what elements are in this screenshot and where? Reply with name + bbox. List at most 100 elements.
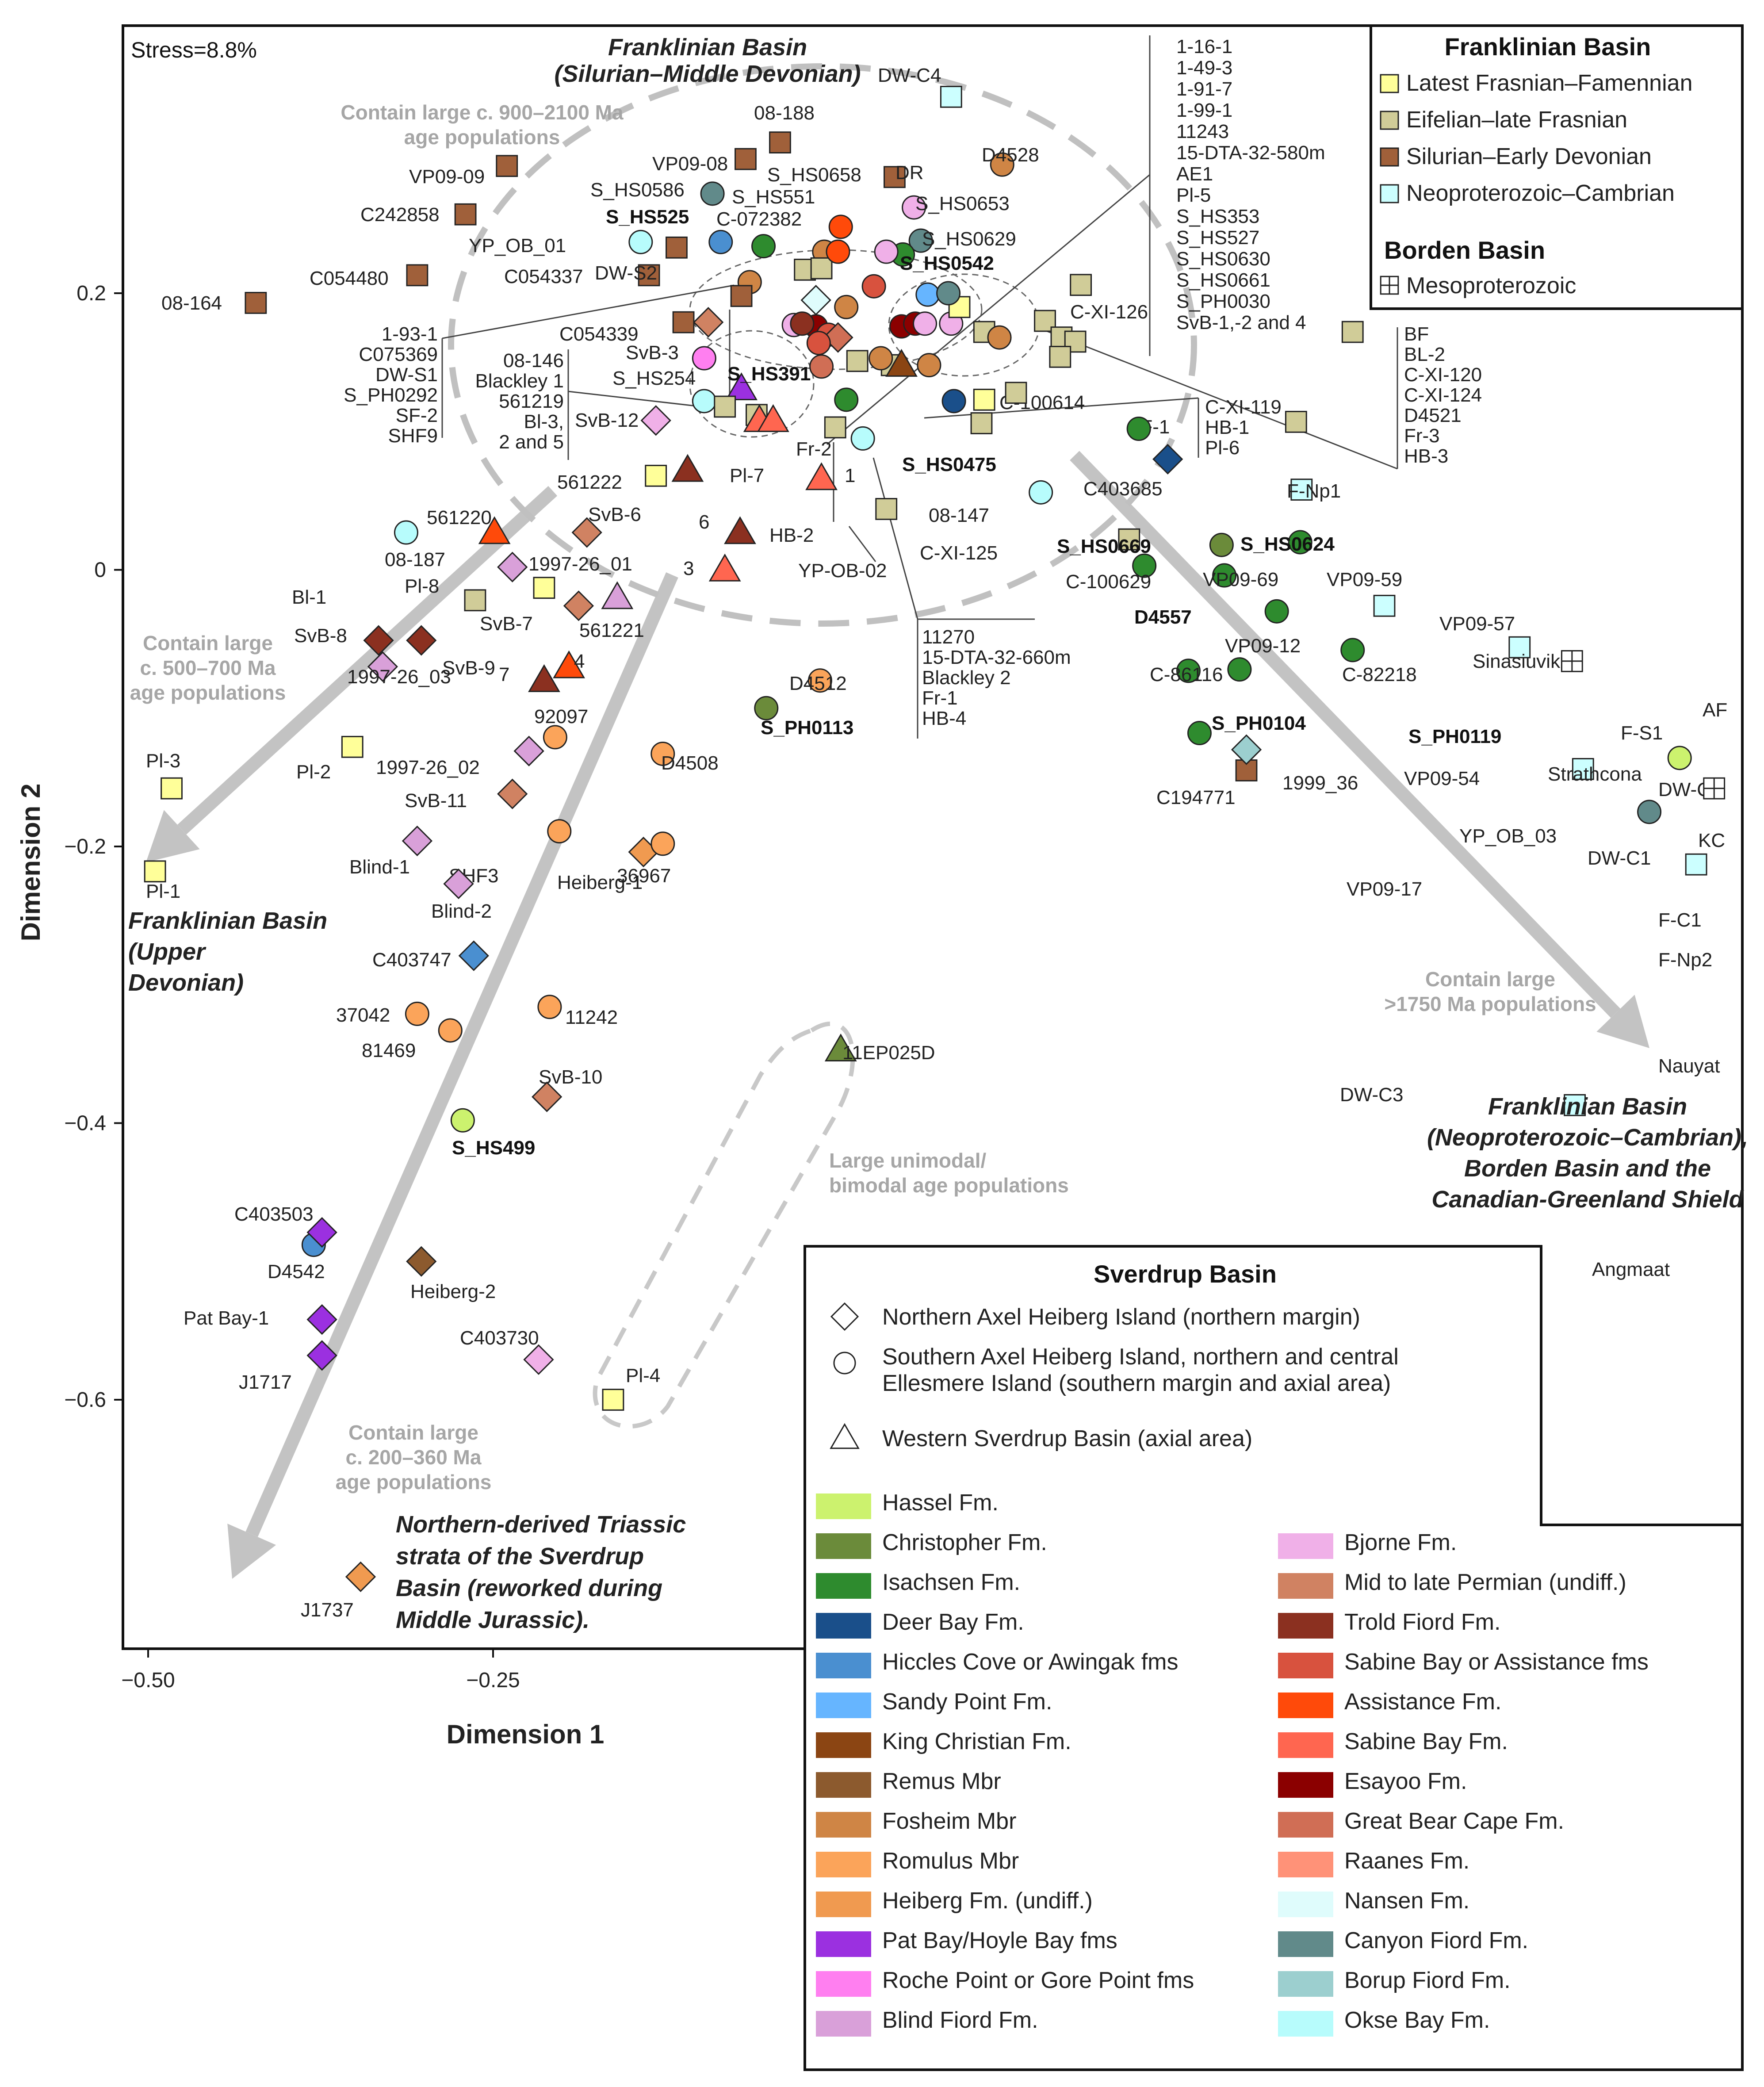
point-c-xi-126 xyxy=(1341,321,1364,343)
legend-formation-label: Raanes Fm. xyxy=(1344,1848,1469,1874)
legend-formation-swatch xyxy=(816,1493,871,1519)
point-vp09-17 xyxy=(1685,853,1707,876)
annotation-unimodal: Large unimodal/ xyxy=(829,1149,986,1172)
point-label: 08-188 xyxy=(754,102,815,124)
callout-right-top: 1-91-7 xyxy=(1176,78,1232,100)
point xyxy=(885,348,918,377)
point-label: YP_OB_03 xyxy=(1459,825,1557,847)
callout-left-group2: 08-146 xyxy=(503,350,564,371)
annotation-500-700: Contain large xyxy=(143,632,273,655)
callout-left-group: C075369 xyxy=(359,344,438,365)
callout-right-top: S_HS353 xyxy=(1176,206,1259,227)
point-label: J1737 xyxy=(301,1599,354,1621)
legend-sverdrup-box xyxy=(804,1245,1744,2071)
annotation-500-700: age populations xyxy=(130,681,286,704)
point-label: S_HS499 xyxy=(452,1137,535,1159)
point-11ep025d xyxy=(824,1033,857,1061)
callout-far-right: BF xyxy=(1404,323,1429,345)
point-label: S_PH0119 xyxy=(1408,726,1501,747)
legend-formation-swatch xyxy=(1278,1931,1333,1957)
legend-formation-swatch xyxy=(1278,1732,1333,1758)
point-c403747 xyxy=(458,940,489,971)
point xyxy=(809,354,834,379)
legend-formation-label: Mid to late Permian (undiff.) xyxy=(1344,1570,1626,1595)
point-label: DW-C3 xyxy=(1340,1084,1403,1106)
point xyxy=(869,346,893,371)
annotation-northern-triassic: Middle Jurassic). xyxy=(396,1607,589,1633)
point-d4557 xyxy=(1264,599,1289,624)
point-label: S_HS0658 xyxy=(767,164,861,186)
legend-shape-triangle xyxy=(830,1423,860,1449)
point-vp09-12 xyxy=(1227,657,1252,682)
point-label: Pl-2 xyxy=(296,761,331,783)
point-label: S_HS0586 xyxy=(590,179,685,201)
point-label: 561221 xyxy=(579,620,644,641)
point-label: 36967 xyxy=(617,865,671,887)
point-vp09-54 xyxy=(1572,758,1594,780)
data-points: Pl-1 Pl-3 Pl-2 Pl-8 Pl-7 Pl-4 Bl-1 HB-2 C-XI-125… xyxy=(144,65,1727,1621)
point-label: 561222 xyxy=(557,471,622,493)
point-d4508 xyxy=(650,741,675,766)
point xyxy=(730,285,753,307)
callout-right-top: S_HS0630 xyxy=(1176,248,1270,270)
legend-formation-swatch xyxy=(816,1573,871,1599)
legend-label: Eifelian–late Frasnian xyxy=(1406,107,1627,133)
legend-formation-swatch xyxy=(1278,1852,1333,1877)
annotation-900-2100: age populations xyxy=(404,126,560,149)
callout-right-top: S_PH0030 xyxy=(1176,291,1270,312)
point-pat-bay-1 xyxy=(306,1304,337,1335)
point-label: C403685 xyxy=(1083,478,1163,500)
point-label: DW-S2 xyxy=(595,262,657,284)
arrow-triassic-head xyxy=(227,1524,276,1579)
point-label: SvB-8 xyxy=(294,625,347,647)
point-label: Angmaat xyxy=(1592,1259,1670,1280)
legend-formation-swatch xyxy=(1278,1613,1333,1639)
point-label: Heiberg-2 xyxy=(410,1281,496,1302)
point-label: C403747 xyxy=(372,949,452,971)
point-yp-ob-01 xyxy=(628,230,653,254)
point xyxy=(1049,345,1071,368)
callout-left-group2: Bl-3, xyxy=(524,411,564,433)
point-label: 3 xyxy=(683,558,694,579)
callout-far-right: BL-2 xyxy=(1404,344,1445,365)
point-c-072382 xyxy=(751,234,776,259)
point-label: VP09-17 xyxy=(1347,878,1422,900)
legend-formation-label: Heiberg Fm. (undiff.) xyxy=(882,1888,1093,1914)
point-heiberg-2 xyxy=(406,1246,437,1277)
point-vp09-59 xyxy=(1373,594,1396,617)
callout-mid-right: C-XI-119 xyxy=(1205,396,1282,418)
annotation-200-360: c. 200–360 Ma xyxy=(346,1446,482,1469)
point-label: Pl-4 xyxy=(626,1365,660,1386)
legend-formation-label: Borup Fiord Fm. xyxy=(1344,1968,1511,1993)
point-08-188 xyxy=(769,131,791,154)
callout-left-group2: 2 and 5 xyxy=(499,431,564,453)
legend-formation-swatch xyxy=(816,1693,871,1718)
point-label: C054337 xyxy=(504,266,583,287)
legend-formation-label: Roche Point or Gore Point fms xyxy=(882,1968,1194,1993)
point-08-187 xyxy=(394,520,418,545)
point-c-86116 xyxy=(1176,659,1201,683)
leader-line xyxy=(848,526,876,562)
point-svb-10 xyxy=(532,1081,562,1112)
point xyxy=(1703,777,1726,800)
point-label: C054480 xyxy=(310,268,389,289)
point-dw-c3 xyxy=(1564,1094,1586,1116)
point-dr xyxy=(884,166,906,188)
point-c-100614 xyxy=(1126,416,1151,441)
legend-franklinian: Franklinian Basin Latest Frasnian–Famenni… xyxy=(1370,24,1744,310)
point-d4528 xyxy=(990,152,1014,177)
point xyxy=(861,274,886,299)
legend-formation-label: Isachsen Fm. xyxy=(882,1570,1020,1595)
point-label: F-S1 xyxy=(1621,722,1663,744)
point-c242858 xyxy=(454,203,477,226)
point-label: VP09-09 xyxy=(409,166,485,188)
point-label: S_HS0629 xyxy=(922,228,1016,250)
point-pl-2 xyxy=(341,735,364,758)
point-svb-7 xyxy=(563,590,594,621)
legend-borden-label: Mesoproterozoic xyxy=(1406,273,1576,299)
y-tick-label: 0 xyxy=(94,559,106,582)
point-label: S_HS254 xyxy=(612,368,696,389)
axes: −0.50 −0.25 0.2 0 −0.2 −0.4 −0.6 xyxy=(64,282,520,1692)
point-svb-11 xyxy=(497,778,528,809)
point-label: SvB-6 xyxy=(588,504,641,525)
